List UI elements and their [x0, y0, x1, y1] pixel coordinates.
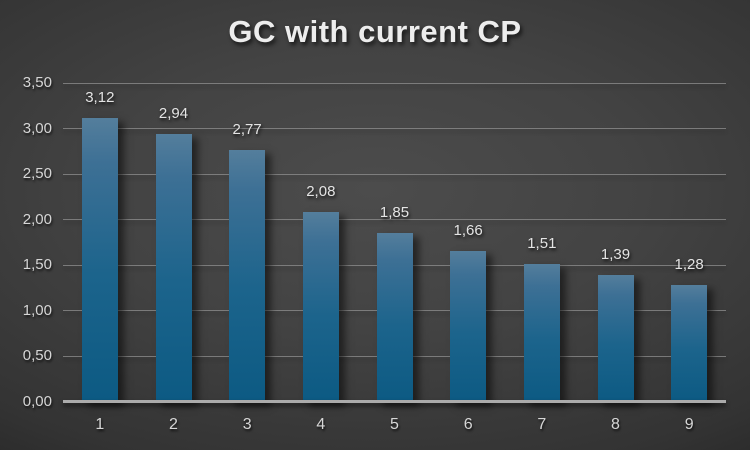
bar: [671, 285, 708, 402]
x-axis-tick-label: 3: [242, 416, 252, 433]
y-axis-tick-label: 0,00: [22, 393, 52, 410]
bar-value-label: 2,08: [306, 183, 336, 201]
bar-value-label: 1,51: [527, 235, 557, 253]
y-axis-tick-label: 1,00: [22, 301, 52, 319]
bar-value-label: 1,85: [379, 204, 410, 222]
bar: [155, 134, 192, 402]
x-axis-tick-label: 7: [537, 416, 547, 433]
x-axis-tick-label: 1: [95, 416, 105, 433]
y-axis-tick-label: 3,50: [22, 74, 52, 91]
gridline: [63, 219, 726, 221]
bar-value-label: 1,28: [674, 256, 704, 274]
y-axis-tick-label: 0,50: [22, 347, 52, 365]
plot-area: 3,12 2,94 2,77 2,08 1,85 1,66 1,51 1,39 1,28: [63, 82, 726, 403]
x-axis-tick-label: 2: [169, 416, 178, 433]
y-axis-tick-label: 2,50: [22, 165, 52, 183]
bar-value-label: 1,39: [600, 246, 631, 264]
x-axis-tick-label: 8: [611, 416, 620, 433]
gridline: [63, 173, 726, 175]
bar: [229, 149, 266, 402]
y-axis-tick-label: 1,50: [22, 256, 52, 274]
y-axis-tick-label: 2,00: [22, 210, 52, 228]
bar: [450, 250, 487, 402]
bar: [302, 212, 339, 402]
x-axis-tick-label: 5: [390, 416, 399, 433]
bar: [81, 117, 118, 402]
x-axis-tick-label: 4: [316, 416, 326, 433]
bar-value-label: 1,66: [453, 221, 483, 239]
bar: [523, 264, 560, 402]
bar: [376, 233, 413, 402]
gridline: [63, 82, 726, 84]
y-axis-tick-label: 3,00: [22, 119, 52, 137]
x-axis-tick-label: 6: [463, 416, 473, 433]
bar-value-label: 2,94: [158, 105, 189, 123]
gridline: [63, 128, 726, 130]
bar-value-label: 3,12: [85, 88, 115, 106]
bar-value-label: 2,77: [232, 120, 262, 138]
x-axis-tick-label: 9: [684, 416, 694, 433]
chart-title: GC with current CP: [228, 14, 522, 49]
x-axis-line: [63, 400, 726, 403]
bar: [597, 275, 634, 402]
